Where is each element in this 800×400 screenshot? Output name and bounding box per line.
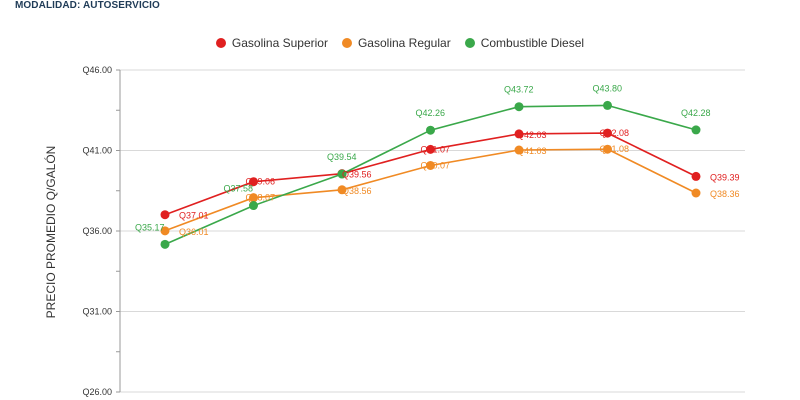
data-point[interactable] xyxy=(514,102,524,112)
data-point[interactable] xyxy=(160,226,170,236)
legend-marker-diesel xyxy=(464,38,475,48)
data-point[interactable] xyxy=(426,125,435,135)
y-tick-label: Q26.00 xyxy=(82,387,112,397)
data-point[interactable] xyxy=(514,129,524,139)
y-axis-label: PRECIO PROMEDIO Q/GALÓN xyxy=(43,146,58,319)
data-point[interactable] xyxy=(249,177,258,187)
data-point[interactable] xyxy=(603,144,612,154)
data-point[interactable] xyxy=(691,125,701,135)
data-point[interactable] xyxy=(603,128,612,138)
data-label: Q39.39 xyxy=(710,172,740,182)
data-label: Q43.80 xyxy=(593,83,623,93)
legend-item-diesel[interactable]: Combustible Diesel xyxy=(464,36,585,50)
data-point[interactable] xyxy=(426,144,435,154)
data-label: Q39.56 xyxy=(342,170,372,180)
data-point[interactable] xyxy=(337,185,347,195)
data-label: Q37.01 xyxy=(179,211,209,221)
data-label: Q35.17 xyxy=(135,222,165,232)
data-point[interactable] xyxy=(249,201,258,211)
chart-axes: Q46.00 Q41.00 Q36.00 Q31.00 Q26.00 xyxy=(82,65,121,397)
chart-legend: Gasolina Superior Gasolina Regular Combu… xyxy=(0,36,800,50)
data-label: Q40.07 xyxy=(421,160,451,170)
data-point[interactable] xyxy=(691,188,701,198)
data-label: Q38.07 xyxy=(246,193,276,203)
legend-marker-regular xyxy=(341,38,352,48)
data-point[interactable] xyxy=(514,145,524,155)
data-point[interactable] xyxy=(426,160,435,170)
data-point[interactable] xyxy=(603,100,612,110)
y-tick-label: Q36.00 xyxy=(82,226,112,236)
y-tick-label: Q31.00 xyxy=(82,307,112,317)
legend-label-regular: Gasolina Regular xyxy=(357,36,451,50)
data-label: Q42.08 xyxy=(600,128,630,138)
data-label: Q41.07 xyxy=(421,144,451,154)
chart-series xyxy=(160,100,701,249)
data-label: Q38.56 xyxy=(342,186,372,196)
data-label: Q43.72 xyxy=(504,85,534,95)
data-label: Q38.36 xyxy=(710,189,740,199)
data-point[interactable] xyxy=(691,171,701,181)
data-label: Q39.54 xyxy=(327,152,357,162)
legend-marker-superior xyxy=(215,38,226,48)
data-label: Q42.26 xyxy=(416,108,446,118)
data-point[interactable] xyxy=(249,193,258,203)
legend-label-superior: Gasolina Superior xyxy=(231,36,328,50)
data-label: Q39.06 xyxy=(246,177,276,187)
modalidad-header: MODALIDAD: AUTOSERVICIO xyxy=(15,0,160,11)
legend-label-diesel: Combustible Diesel xyxy=(480,36,585,50)
legend-item-superior[interactable]: Gasolina Superior xyxy=(215,36,328,50)
y-tick-label: Q46.00 xyxy=(82,65,112,75)
data-label: Q36.01 xyxy=(179,227,209,237)
chart-data-labels: Q37.01 Q39.06 Q39.56 Q41.07 Q42.03 Q42.08 Q39.… xyxy=(135,83,740,236)
data-label: Q37.58 xyxy=(224,184,254,194)
data-point[interactable] xyxy=(160,239,170,249)
data-label: Q42.03 xyxy=(517,130,547,140)
y-tick-label: Q41.00 xyxy=(82,146,112,156)
data-point[interactable] xyxy=(160,210,170,220)
data-point[interactable] xyxy=(337,169,347,179)
data-label: Q41.08 xyxy=(600,144,630,154)
data-label: Q41.03 xyxy=(517,146,547,156)
data-label: Q42.28 xyxy=(681,108,711,118)
legend-item-regular[interactable]: Gasolina Regular xyxy=(341,36,451,50)
